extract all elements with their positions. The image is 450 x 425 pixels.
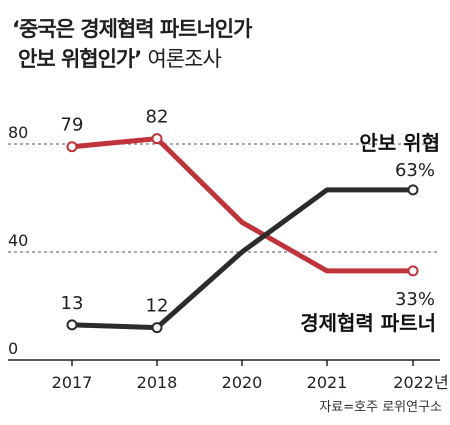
series-line-economic-partner bbox=[69, 187, 416, 331]
x-tick-label-2022: 2022년 bbox=[393, 373, 448, 392]
data-point-economic-partner-2018 bbox=[151, 322, 163, 334]
x-tick-label-2017: 2017 bbox=[52, 373, 93, 392]
data-point-economic-partner-2017 bbox=[66, 319, 78, 331]
x-tick-label-2018: 2018 bbox=[137, 373, 178, 392]
y-tick-label-40: 40 bbox=[8, 231, 28, 250]
data-point-security-threat-2017 bbox=[66, 141, 78, 153]
series-name-security-threat: 안보 위협 bbox=[359, 131, 440, 155]
y-tick-label-80: 80 bbox=[8, 123, 28, 142]
data-label-security-threat-2022: 33% bbox=[395, 289, 435, 310]
series-name-economic-partner: 경제협력 파트너 bbox=[300, 311, 436, 335]
source-note: 자료=호주 로위연구소 bbox=[319, 400, 442, 415]
data-label-economic-partner-2022: 63% bbox=[395, 160, 435, 181]
data-label-security-threat-2017: 79 bbox=[61, 115, 84, 136]
x-tick-label-2020: 2020 bbox=[222, 373, 263, 392]
data-label-security-threat-2018: 82 bbox=[146, 107, 169, 128]
y-tick-label-0: 0 bbox=[8, 339, 18, 358]
x-tick-label-2021: 2021 bbox=[307, 373, 348, 392]
data-point-economic-partner-2022 bbox=[407, 184, 419, 196]
chart-title-line2: 안보 위협인가’ 여론조사 bbox=[12, 44, 251, 74]
data-point-security-threat-2022 bbox=[407, 265, 419, 277]
chart-title-line2-main: 안보 위협인가’ bbox=[18, 47, 142, 71]
data-label-economic-partner-2017: 13 bbox=[61, 293, 84, 314]
data-point-security-threat-2018 bbox=[151, 133, 163, 145]
data-label-economic-partner-2018: 12 bbox=[146, 296, 169, 317]
series-line-security-threat bbox=[69, 136, 416, 274]
chart-title-line2-sub: 여론조사 bbox=[147, 47, 222, 71]
chart-title: ‘중국은 경제협력 파트너인가 안보 위협인가’ 여론조사 bbox=[12, 14, 252, 74]
chart-title-line1: ‘중국은 경제협력 파트너인가 bbox=[12, 17, 252, 41]
